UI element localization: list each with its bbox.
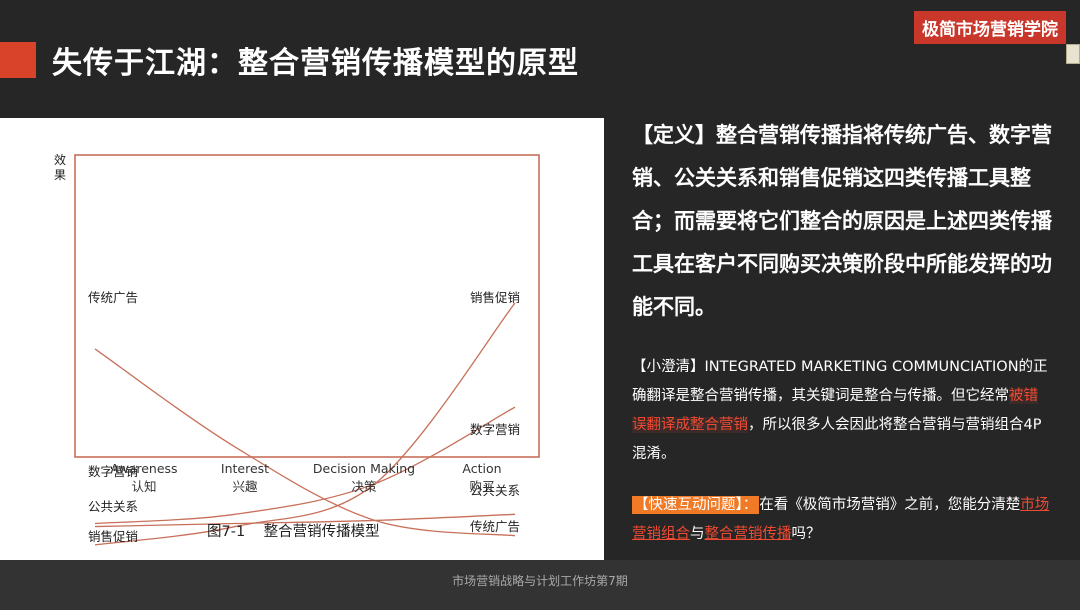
series-line-3 — [94, 513, 516, 528]
clipboard-icon[interactable] — [1066, 44, 1080, 64]
definition-lead: 【定义】 — [632, 123, 716, 147]
series-start-label-2: 数字营销 — [88, 464, 138, 479]
series-line-2 — [94, 406, 516, 525]
series-start-label-1: 传统广告 — [88, 290, 138, 305]
question-tag: 【快速互动问题】： — [632, 496, 760, 514]
x-tick-zh-4: 购买 — [469, 479, 494, 494]
x-tick-en-2: Interest — [221, 461, 269, 476]
chart-caption: 图7-1 整合营销传播模型 — [207, 523, 380, 540]
chart-frame — [74, 154, 540, 458]
x-tick-en-4: Action — [462, 461, 501, 476]
series-end-label-4: 销售促销 — [470, 290, 520, 305]
series-start-label-4: 销售促销 — [88, 529, 138, 544]
text-column: 【定义】整合营销传播指将传统广告、数字营销、公关关系和销售促销这四类传播工具整合… — [632, 114, 1052, 549]
chart-x-axis: Awareness 认知 Interest 兴趣 Decision Making 决策 Ac… — [110, 461, 501, 494]
clarification-paragraph: 【小澄清】INTEGRATED MARKETING COMMUNCIATION的… — [632, 353, 1052, 469]
brand-badge: 极简市场营销学院 — [914, 11, 1066, 44]
footer-text: 市场营销战略与计划工作坊第7期 — [452, 574, 628, 588]
clarification-suffix: ，所以很多人会因此将整合营销与营销组合4P混淆。 — [632, 417, 1042, 462]
series-end-label-2: 数字营销 — [470, 422, 520, 437]
series-start-label-3: 公共关系 — [88, 499, 138, 514]
question-text-3: 吗？ — [791, 526, 821, 542]
series-end-label-3: 公共关系 — [470, 483, 520, 498]
question-text-1: 在看《极简市场营销》之前，您能分清楚 — [759, 497, 1021, 513]
series-line-4 — [94, 302, 516, 546]
clarification-prefix: 【小澄清】INTEGRATED MARKETING COMMUNCIATION的… — [632, 359, 1048, 404]
chart-figure: 传统广告 传统广告 数字营销 数字营销 公共关系 公共关系 销售促销 销售促销 Awarene… — [0, 118, 604, 561]
x-tick-zh-2: 兴趣 — [232, 479, 258, 494]
title-accent-bar — [0, 42, 36, 78]
x-tick-en-1: Awareness — [110, 461, 177, 476]
question-text-2: 与 — [690, 526, 705, 542]
page-title: 失传于江湖：整合营销传播模型的原型 — [52, 46, 579, 81]
question-term-1: 市场营销组合 — [632, 497, 1050, 542]
definition-text: 整合营销传播指将传统广告、数字营销、公关关系和销售促销这四类传播工具整合；而需要… — [632, 123, 1052, 319]
series-end-label-1: 传统广告 — [470, 519, 520, 534]
x-tick-zh-1: 认知 — [131, 479, 156, 494]
series-line-1 — [94, 348, 516, 537]
definition-paragraph: 【定义】整合营销传播指将传统广告、数字营销、公关关系和销售促销这四类传播工具整合… — [632, 114, 1052, 329]
footer-bar: 市场营销战略与计划工作坊第7期 — [0, 560, 1080, 610]
x-tick-zh-3: 决策 — [351, 479, 377, 494]
interactive-question: 【快速互动问题】： 在看《极简市场营销》之前，您能分清楚市场营销组合与整合营销传播… — [632, 491, 1052, 549]
question-term-2: 整合营销传播 — [704, 526, 792, 542]
chart-y-label: 效果 — [54, 152, 66, 182]
x-tick-en-3: Decision Making — [313, 461, 415, 476]
chart-series-group — [94, 302, 516, 546]
